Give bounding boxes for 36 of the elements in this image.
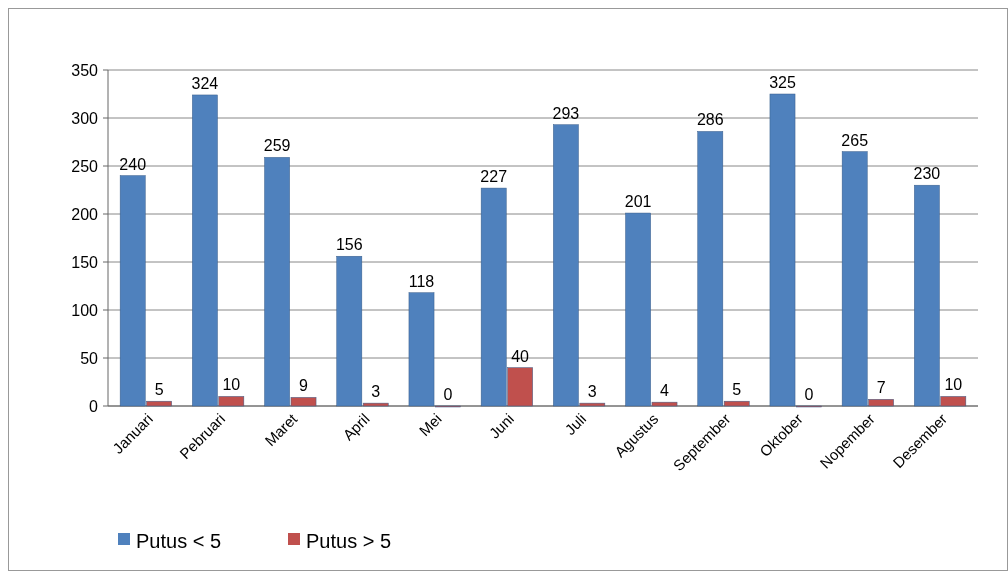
data-label: 4 — [660, 382, 670, 400]
data-label: 118 — [408, 272, 435, 290]
data-label: 265 — [841, 131, 869, 149]
data-label: 7 — [876, 379, 886, 397]
legend-label: Putus > 5 — [306, 530, 392, 552]
data-label: 10 — [222, 376, 241, 394]
y-tick-label: 200 — [71, 205, 99, 223]
data-label: 3 — [587, 383, 597, 401]
y-tick-label: 300 — [71, 109, 99, 127]
data-label: 156 — [335, 236, 363, 254]
data-label: 0 — [804, 386, 814, 403]
data-label: 0 — [443, 386, 453, 403]
data-label: 3 — [371, 383, 381, 401]
data-label: 324 — [191, 74, 219, 92]
y-tick-label: 150 — [71, 253, 99, 271]
x-tick-label: Juli — [561, 410, 590, 439]
data-label: 240 — [119, 155, 147, 173]
data-label: 293 — [552, 104, 580, 122]
y-tick-label: 50 — [80, 349, 99, 367]
x-tick-label: Mei — [415, 410, 445, 440]
data-label: 286 — [696, 111, 724, 129]
data-label: 227 — [480, 168, 508, 186]
data-label: 259 — [263, 137, 291, 155]
data-label: 325 — [769, 74, 796, 91]
data-label: 10 — [944, 376, 963, 394]
data-label: 5 — [154, 381, 164, 399]
data-label: 5 — [732, 381, 742, 399]
y-tick-label: 250 — [71, 157, 99, 175]
legend-label: Putus < 5 — [136, 530, 222, 552]
data-label: 40 — [511, 347, 530, 365]
data-label: 201 — [624, 193, 652, 211]
y-tick-label: 0 — [89, 397, 99, 415]
data-label: 230 — [913, 165, 941, 183]
y-tick-label: 100 — [71, 301, 99, 319]
data-label: 9 — [299, 377, 309, 395]
y-tick-label: 350 — [71, 61, 99, 79]
